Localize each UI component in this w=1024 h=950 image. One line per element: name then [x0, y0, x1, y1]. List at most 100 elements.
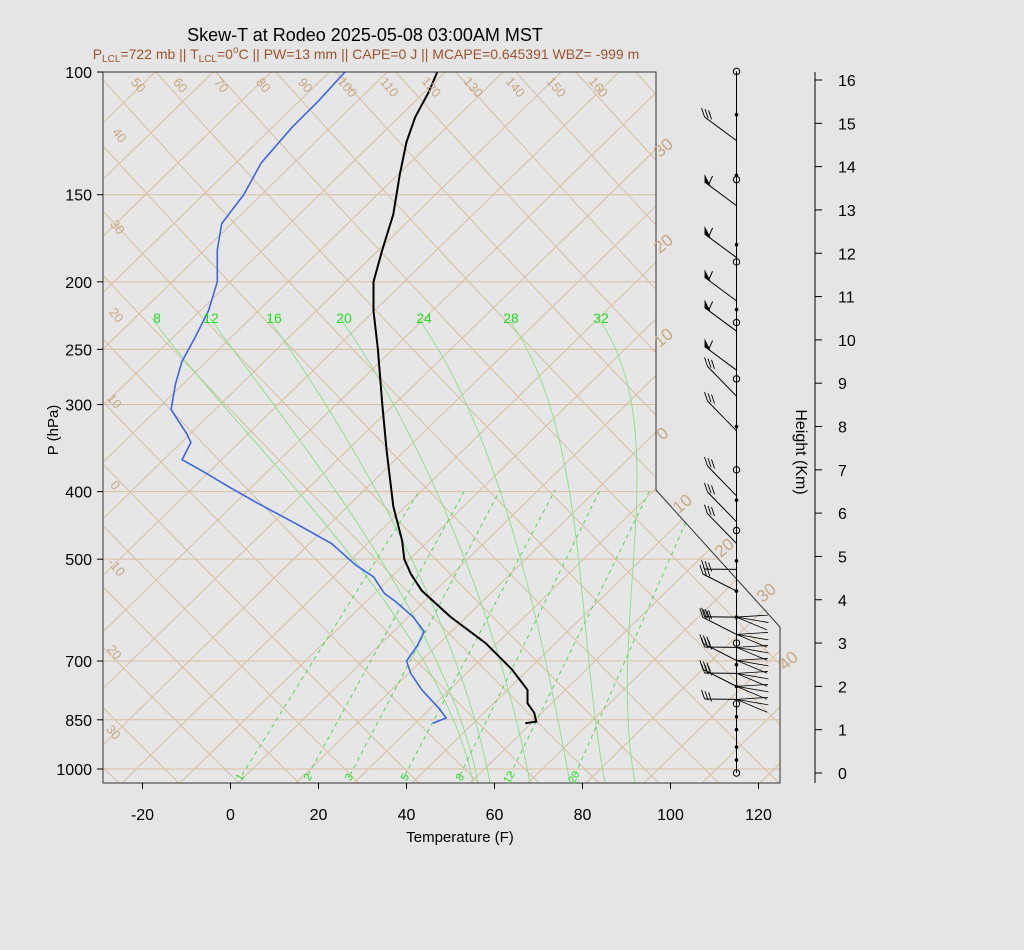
isotherm-line [103, 72, 419, 783]
wind-barb-staff [736, 634, 769, 641]
height-tick-label: 2 [838, 679, 847, 696]
wind-calm-circle [732, 375, 741, 383]
mixing-ratio-label: 2 [302, 772, 315, 783]
moist-adiabat-line [267, 317, 491, 783]
wind-barb-staff [704, 307, 737, 332]
wind-barb-staff [707, 465, 737, 497]
wind-barb-feather [708, 562, 712, 572]
x-tick-label: 40 [398, 807, 416, 824]
wind-barb-feather [708, 692, 712, 702]
wind-barb-staff [736, 632, 768, 635]
wind-marker-dot [734, 714, 739, 719]
wind-barb-feather [704, 391, 708, 402]
wind-barb-feather [702, 566, 707, 576]
wind-barb-feather [711, 459, 715, 469]
x-axis-label: Temperature (F) [406, 829, 514, 846]
mixing-ratio-label: 32 [593, 310, 609, 326]
y-tick-label: 150 [65, 188, 92, 205]
mixing-ratio-label: 5 [399, 772, 412, 783]
y-tick-label: 100 [65, 65, 92, 82]
y-tick-label: 1000 [56, 762, 92, 779]
wind-barb-feather [706, 662, 711, 672]
chart-subtitle: PLCL=722 mb || TLCL=0oC || PW=13 mm || C… [93, 45, 640, 65]
wind-marker-dot [734, 112, 739, 117]
wind-barb-feather [711, 394, 715, 404]
mixing-ratio-line [241, 489, 421, 776]
wind-barb-staff [736, 699, 768, 713]
mixing-ratio-line [459, 489, 601, 776]
height-tick-label: 14 [838, 160, 856, 177]
isotherm-line [103, 72, 535, 783]
isotherm-line [103, 72, 767, 783]
isotherm-line [469, 72, 780, 783]
wind-barb-staff [702, 616, 737, 635]
mixing-ratio-label: 24 [416, 310, 432, 326]
wind-barb-staff [704, 116, 737, 142]
wind-barb-staff [736, 660, 768, 674]
wind-barb-feather [704, 109, 709, 119]
dry-adiabat-line [103, 72, 681, 783]
wind-barb-feather [706, 567, 711, 577]
plot-frame [102, 71, 781, 784]
mixing-ratio-line [574, 489, 701, 776]
wind-barb-feather [701, 689, 705, 700]
wind-barb-staff [707, 513, 737, 544]
wind-marker-dot [734, 758, 739, 762]
wind-barb-staff [707, 400, 737, 432]
height-tick-label: 6 [838, 506, 847, 523]
height-tick-label: 8 [838, 420, 847, 437]
wind-barb-staff [736, 616, 769, 623]
height-tick-label: 15 [838, 116, 856, 133]
wind-barb-feather [702, 661, 707, 671]
wind-barb-feather [704, 357, 708, 367]
moist-adiabat-line [417, 317, 571, 783]
wind-barb-staff [736, 646, 769, 654]
moist-adiabat-line [339, 317, 531, 783]
wind-barb-feather [706, 636, 711, 646]
y-tick-label: 250 [65, 342, 92, 359]
wind-barb-feather [699, 634, 704, 644]
wind-barb-staff [704, 346, 737, 371]
chart-title: Skew-T at Rodeo 2025-05-08 03:00AM MST [187, 25, 543, 45]
subtitle-rest: C || PW=13 mm || CAPE=0 J || MCAPE=0.645… [239, 46, 640, 62]
dry-adiabat-line [103, 72, 780, 783]
x-tick-label: 120 [745, 807, 772, 824]
wind-calm-circle [732, 318, 741, 327]
wind-barb-staff [736, 647, 768, 661]
wind-barb-feather [708, 110, 712, 120]
mixing-ratio-label: 8 [454, 772, 467, 783]
wind-marker-dot [734, 662, 739, 667]
tlcl-value: =0 [217, 46, 233, 62]
isotherm-line [103, 72, 651, 783]
height-axis-label: Height (Km) [792, 409, 809, 494]
dry-adiabat-line [103, 72, 441, 783]
wind-barb-feather [704, 691, 709, 701]
dry-adiabat-line [103, 72, 780, 783]
height-tick-label: 0 [838, 766, 847, 783]
moist-adiabat-line [151, 317, 474, 783]
height-tick-label: 13 [838, 203, 856, 220]
wind-barb-feather [704, 608, 709, 619]
plcl-value: =722 mb || T [120, 46, 199, 62]
mixing-ratio-label: 12 [203, 310, 219, 326]
dry-adiabat-line [103, 72, 501, 783]
dry-adiabat-line [103, 72, 621, 783]
height-tick-label: 1 [838, 723, 847, 740]
mixing-ratio-label: 12 [501, 769, 518, 786]
wind-barb-staff [704, 276, 737, 302]
y-tick-label: 700 [65, 654, 92, 671]
wind-calm-circle [732, 466, 741, 474]
wind-barb-feather [708, 227, 714, 238]
wind-barb-feather [708, 175, 714, 186]
wind-barb-feather [707, 484, 712, 494]
wind-barb-feather [704, 482, 708, 493]
wind-barb-staff [702, 573, 737, 592]
wind-barb-feather [707, 458, 712, 468]
mixing-ratio-line [509, 489, 651, 776]
dry-adiabat-line [103, 72, 321, 783]
height-tick-label: 7 [838, 463, 847, 480]
plcl-subscript: LCL [102, 54, 121, 65]
height-tick-label: 5 [838, 549, 847, 566]
mixing-ratio-label: 20 [336, 310, 352, 326]
